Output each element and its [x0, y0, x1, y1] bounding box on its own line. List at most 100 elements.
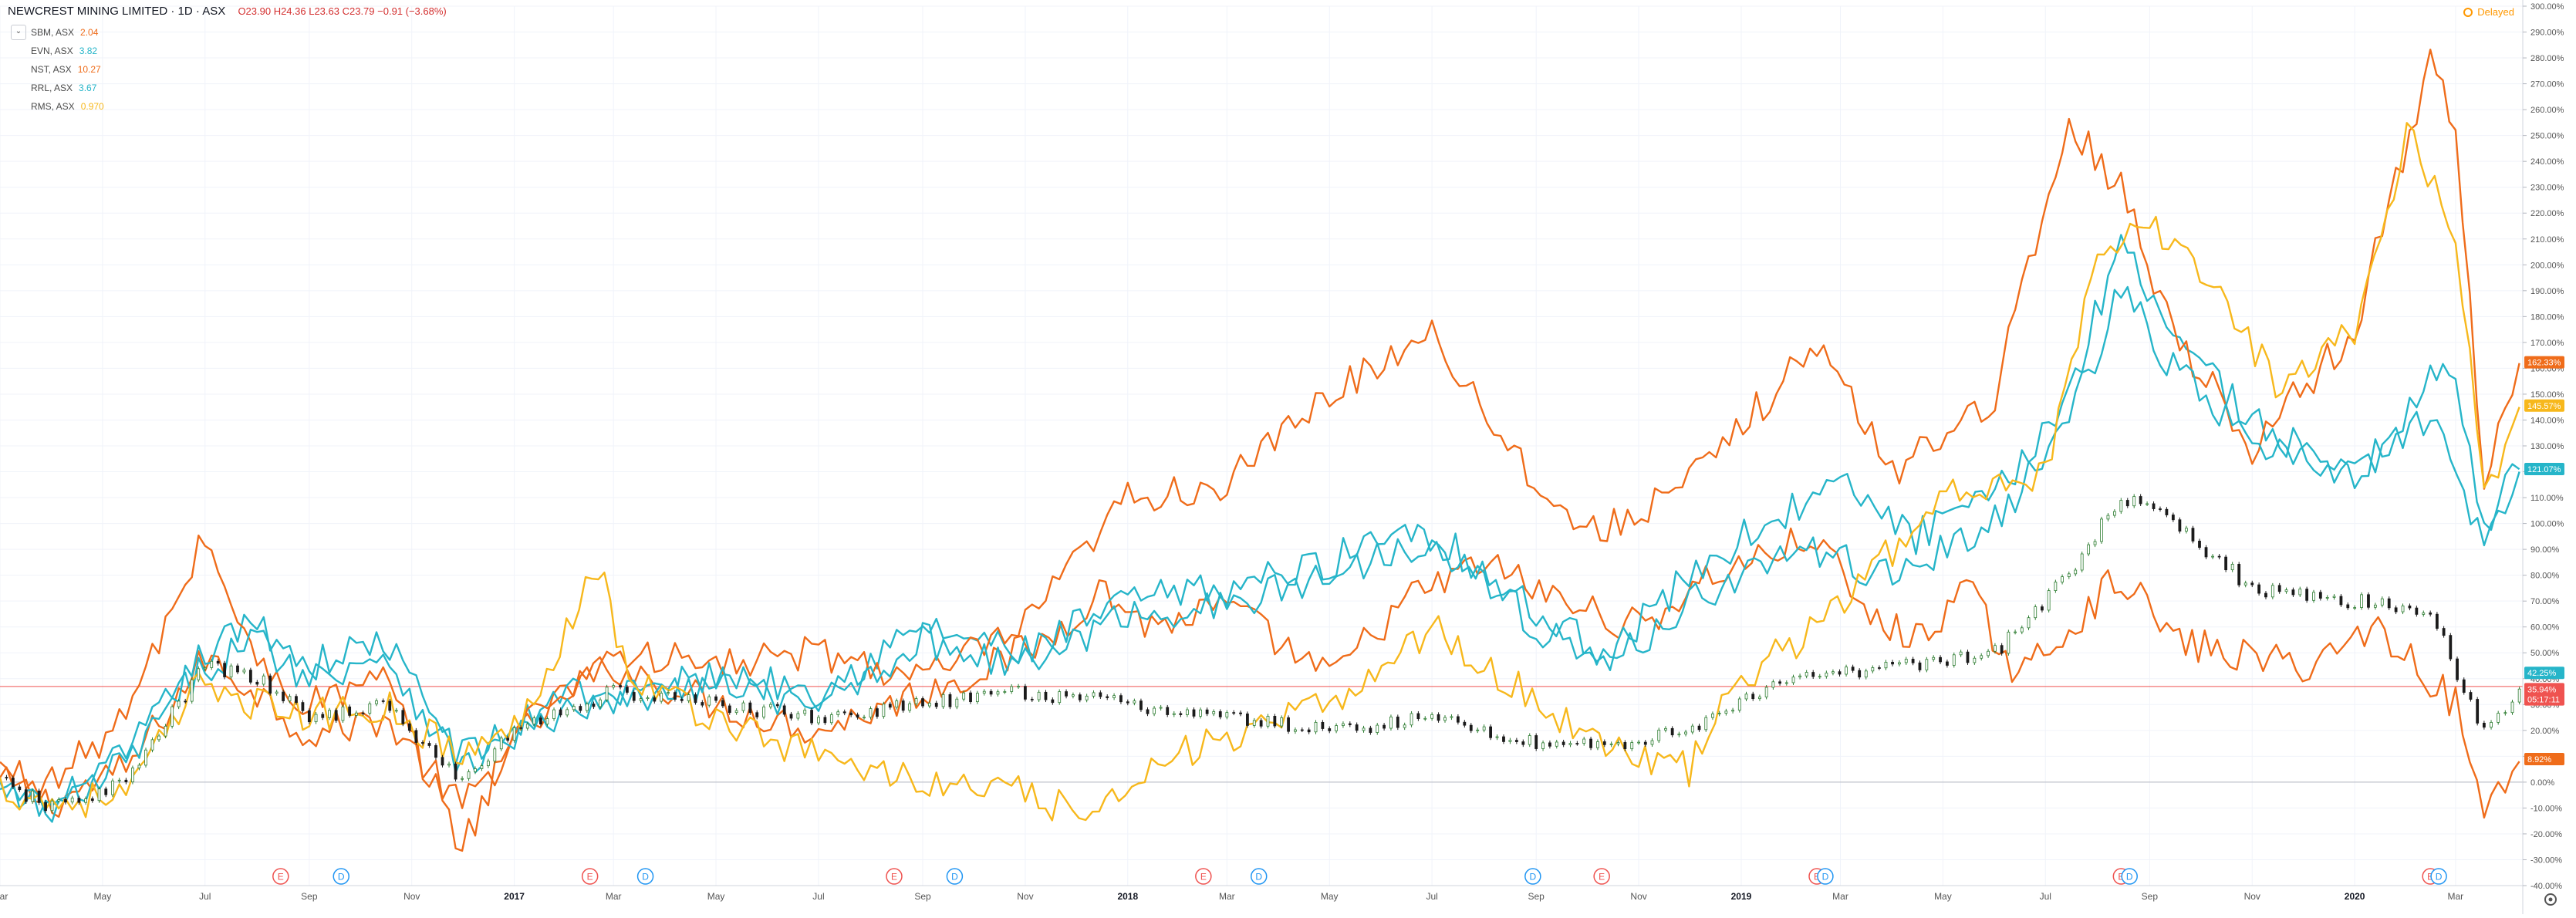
- chevron-down-icon[interactable]: ⌄: [11, 25, 26, 40]
- candle-body: [2469, 692, 2473, 700]
- candle-body: [2178, 519, 2182, 532]
- y-tick-label: 80.00%: [2530, 572, 2560, 581]
- y-tick-label: 180.00%: [2530, 312, 2564, 322]
- event-marker[interactable]: D: [2121, 868, 2138, 885]
- candle-body: [97, 788, 101, 802]
- candle-body: [1085, 695, 1089, 700]
- candle-body: [680, 699, 684, 701]
- candle-body: [1805, 672, 1808, 677]
- event-marker[interactable]: D: [636, 868, 654, 885]
- candle-body: [1199, 709, 1202, 717]
- candle-body: [104, 788, 108, 795]
- event-marker-label: E: [2118, 872, 2124, 883]
- candle-body: [823, 717, 827, 724]
- event-marker[interactable]: E: [1593, 868, 1610, 885]
- legend-item[interactable]: NST, ASX 10.27: [11, 60, 104, 79]
- price-label: 162.33%: [2524, 356, 2564, 369]
- candle-body: [70, 798, 74, 803]
- candle-body: [77, 798, 81, 803]
- candle-body: [2020, 627, 2024, 633]
- candle-body: [1482, 726, 1486, 731]
- event-marker[interactable]: E: [581, 868, 599, 885]
- candle-body: [2185, 528, 2188, 532]
- candle-body: [2132, 496, 2136, 507]
- candle-body: [1884, 661, 1888, 669]
- candle-body: [789, 714, 793, 719]
- candle-body: [2291, 589, 2295, 596]
- candle-body: [2106, 515, 2110, 520]
- candle-body: [619, 685, 622, 688]
- candle-body: [307, 710, 311, 723]
- candle-body: [2014, 631, 2017, 633]
- candle-body: [1172, 713, 1176, 715]
- candle-body: [989, 690, 993, 695]
- legend-value: 2.04: [80, 27, 99, 38]
- y-tick-label: 110.00%: [2530, 494, 2564, 503]
- candle-body: [927, 703, 931, 707]
- legend-item[interactable]: RMS, ASX 0.970: [11, 97, 104, 116]
- candle-body: [375, 700, 378, 704]
- delayed-status[interactable]: Delayed: [2463, 6, 2514, 18]
- legend-item[interactable]: RRL, ASX 3.67: [11, 79, 104, 97]
- candle-body: [1051, 699, 1055, 704]
- legend-symbol: EVN, ASX: [31, 46, 73, 56]
- event-marker[interactable]: D: [1524, 868, 1541, 885]
- x-tick-label: May: [1321, 891, 1339, 902]
- candle-body: [863, 717, 866, 719]
- candle-body: [1966, 651, 1970, 663]
- candle-body: [248, 670, 252, 683]
- candle-body: [914, 698, 918, 704]
- x-axis[interactable]: Mar May Jul Sep Nov 2017 Mar May Jul Sep Nov 2018 Ma…: [0, 885, 2523, 902]
- candle-body: [876, 708, 879, 717]
- event-marker[interactable]: D: [946, 868, 964, 885]
- legend-item[interactable]: EVN, ASX 3.82: [11, 42, 104, 60]
- y-tick-label: -30.00%: [2530, 856, 2562, 865]
- y-tick-label: 220.00%: [2530, 209, 2564, 218]
- x-tick-label: Sep: [301, 891, 318, 902]
- legend-item[interactable]: ⌄ SBM, ASX 2.04: [11, 23, 104, 42]
- candle-body: [1670, 727, 1674, 736]
- candle-body: [447, 763, 451, 766]
- candle-body: [1469, 724, 1473, 731]
- event-marker-label: D: [1255, 872, 1262, 883]
- candle-body: [1225, 712, 1229, 717]
- candle-body: [1791, 677, 1795, 683]
- y-tick-label: 190.00%: [2530, 287, 2564, 296]
- event-marker[interactable]: D: [1250, 868, 1268, 885]
- y-axis[interactable]: -40.00%-30.00%-20.00%-10.00%0.00%10.00%2…: [2522, 0, 2564, 914]
- candle-body: [2264, 592, 2267, 598]
- candle-body: [1925, 659, 1929, 670]
- candle-body: [996, 691, 1000, 695]
- candle-body: [2325, 597, 2329, 599]
- candle-body: [2159, 508, 2162, 510]
- candle-body: [2152, 503, 2156, 509]
- event-marker[interactable]: E: [272, 868, 289, 885]
- candle-body: [1630, 742, 1634, 750]
- event-marker[interactable]: D: [1817, 868, 1834, 885]
- grid-layer: [0, 5, 2523, 886]
- event-marker[interactable]: E: [1195, 868, 1212, 885]
- candle-body: [57, 799, 61, 802]
- candle-body: [1456, 716, 1460, 723]
- price-label-text: 121.07%: [2527, 465, 2561, 474]
- price-label: 35.94%: [2524, 683, 2564, 696]
- event-marker[interactable]: D: [2430, 868, 2447, 885]
- candle-body: [1126, 701, 1129, 704]
- event-marker[interactable]: D: [333, 868, 349, 885]
- gear-icon[interactable]: [2544, 893, 2557, 906]
- candle-body: [2112, 511, 2116, 516]
- symbol-title[interactable]: NEWCREST MINING LIMITED · 1D · ASX: [8, 5, 226, 18]
- candle-body: [1307, 729, 1311, 733]
- candle-body: [1153, 707, 1156, 714]
- price-label-text: 145.57%: [2527, 402, 2561, 411]
- event-marker[interactable]: E: [886, 868, 903, 885]
- event-marker-label: E: [587, 872, 593, 883]
- candle-body: [2510, 701, 2514, 714]
- x-tick-label: Nov: [1017, 891, 1033, 902]
- candle-body: [2380, 598, 2384, 606]
- candle-body: [1758, 697, 1761, 700]
- candle-body: [341, 706, 345, 721]
